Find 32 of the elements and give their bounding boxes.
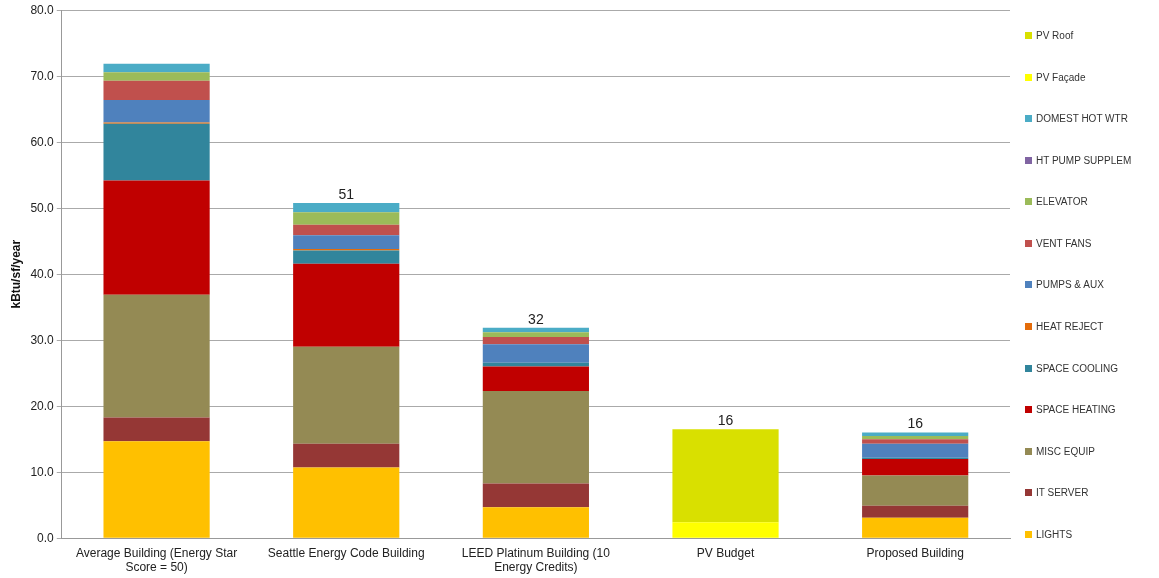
total-label: 32: [528, 310, 544, 327]
y-axis-title: kBtu/sf/year: [8, 239, 23, 309]
legend-label: DOMEST HOT WTR: [1036, 113, 1128, 125]
legend-label: HEAT REJECT: [1036, 321, 1104, 333]
legend-label: ELEVATOR: [1036, 196, 1088, 208]
y-tick-label: 60.0: [30, 134, 55, 149]
legend-label: SPACE COOLING: [1036, 362, 1119, 374]
y-tick-label: 50.0: [30, 200, 55, 215]
y-tick-label: 40.0: [30, 266, 55, 281]
legend-label: PV Roof: [1036, 30, 1074, 41]
total-label: 51: [338, 185, 355, 202]
x-tick-label: Average Building (Energy Star Score = 50): [75, 545, 238, 575]
y-tick-label: 80.0: [30, 2, 55, 17]
y-tick-label: 0.0: [37, 530, 55, 545]
legend-label: SPACE HEATING: [1036, 404, 1116, 416]
x-tick-label: PV Budget: [696, 545, 755, 560]
legend-label: HT PUMP SUPPLEM: [1036, 154, 1132, 166]
y-tick-label: 70.0: [30, 68, 55, 83]
y-tick-label: 30.0: [30, 332, 55, 347]
legend-label: MISC EQUIP: [1036, 445, 1095, 457]
legend-label: IT SERVER: [1036, 487, 1089, 499]
total-label: 16: [717, 412, 734, 429]
legend-label: VENT FANS: [1036, 237, 1092, 249]
y-tick-label: 20.0: [30, 398, 55, 413]
x-tick-label: LEED Platinum Building (10 Energy Credits): [461, 545, 611, 575]
legend-label: LIGHTS: [1036, 528, 1073, 540]
x-tick-label: Seattle Energy Code Building: [267, 545, 425, 560]
x-tick-label: Proposed Building: [866, 545, 964, 560]
y-tick-label: 10.0: [30, 464, 55, 479]
legend-label: PV Façade: [1036, 71, 1086, 83]
legend-label: PUMPS & AUX: [1036, 279, 1104, 291]
total-label: 16: [907, 415, 924, 432]
